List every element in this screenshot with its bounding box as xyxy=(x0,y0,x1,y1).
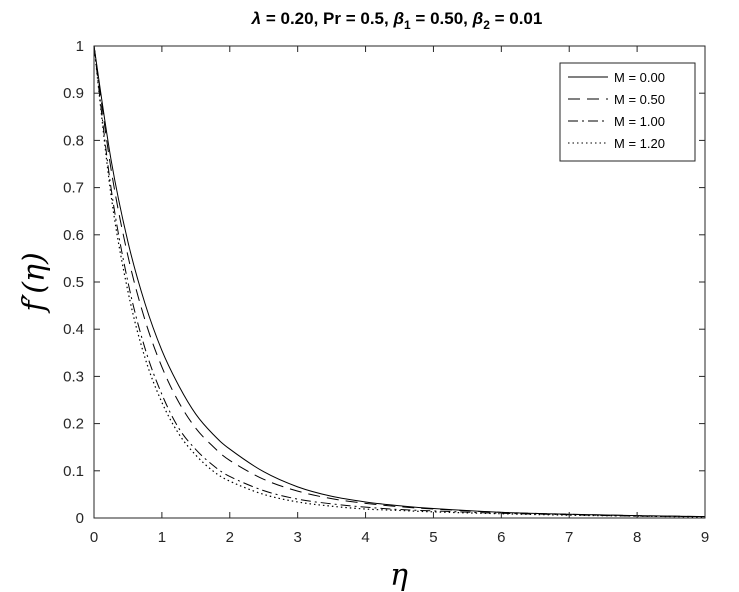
x-axis: 0 1 2 3 4 5 6 7 8 9 xyxy=(90,46,709,546)
title-beta1-subscript: 1 xyxy=(404,18,411,32)
legend-label-2: M = 0.50 xyxy=(614,92,665,107)
y-tick-label: 0 xyxy=(76,510,84,527)
y-tick-label: 0.5 xyxy=(63,274,84,291)
y-tick-label: 0.6 xyxy=(63,227,84,244)
x-tick-label: 8 xyxy=(633,529,641,546)
y-tick-label: 0.3 xyxy=(63,368,84,385)
series-line-2 xyxy=(93,45,706,518)
x-tick-label: 4 xyxy=(361,529,369,546)
title-beta1-value: = 0.50, xyxy=(411,9,473,28)
x-tick-label: 1 xyxy=(158,529,166,546)
y-axis-label: f′(η) xyxy=(17,252,52,313)
series-line-3 xyxy=(93,45,706,518)
y-tick-label: 1 xyxy=(76,38,84,55)
legend-box xyxy=(559,62,696,162)
title-lambda-value: = 0.20, Pr = 0.5, xyxy=(261,9,393,28)
y-tick-label: 0.9 xyxy=(63,85,84,102)
x-tick-label: 3 xyxy=(293,529,301,546)
title-beta2-value: = 0.01 xyxy=(490,9,542,28)
legend: M = 0.00 M = 0.50 M = 1.00 M = 1.20 xyxy=(559,62,696,162)
series-layer xyxy=(93,45,706,518)
y-axis: 0 0.1 0.2 0.3 0.4 0.5 0.6 0.7 0.8 0.9 1 xyxy=(63,38,705,527)
y-tick-label: 0.4 xyxy=(63,321,84,338)
x-tick-label: 6 xyxy=(497,529,505,546)
y-tick-label: 0.8 xyxy=(63,132,84,149)
x-axis-label: η xyxy=(390,558,408,592)
y-tick-label: 0.2 xyxy=(63,416,84,433)
legend-label-1: M = 0.00 xyxy=(614,70,665,85)
title-beta2-symbol: β xyxy=(472,9,484,28)
title-lambda-symbol: λ xyxy=(251,9,261,28)
y-tick-label: 0.7 xyxy=(63,180,84,197)
x-tick-label: 2 xyxy=(226,529,234,546)
x-tick-label: 9 xyxy=(701,529,709,546)
legend-label-3: M = 1.00 xyxy=(614,114,665,129)
y-tick-label: 0.1 xyxy=(63,463,84,480)
x-tick-label: 7 xyxy=(565,529,573,546)
title-beta2-subscript: 2 xyxy=(483,18,490,32)
x-tick-label: 5 xyxy=(429,529,437,546)
chart-title: λ = 0.20, Pr = 0.5, β1 = 0.50, β2 = 0.01 xyxy=(251,9,543,32)
x-tick-label: 0 xyxy=(90,529,98,546)
title-beta1-symbol: β xyxy=(392,9,404,28)
legend-label-4: M = 1.20 xyxy=(614,136,665,151)
